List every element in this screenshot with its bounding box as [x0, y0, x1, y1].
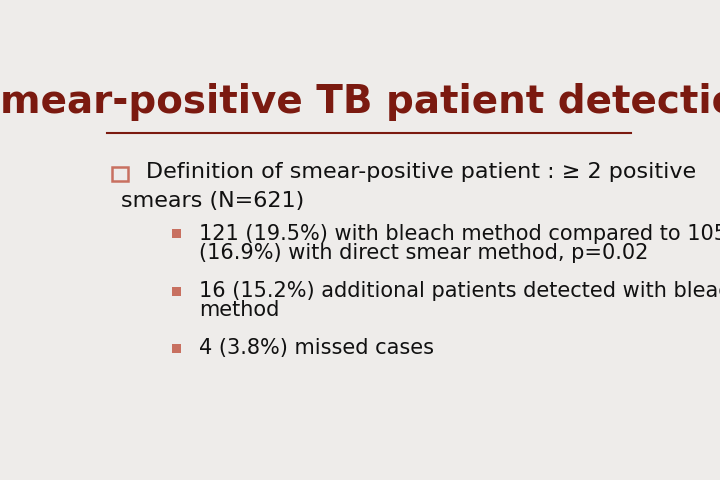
FancyBboxPatch shape: [172, 229, 181, 239]
FancyBboxPatch shape: [172, 287, 181, 296]
Text: method: method: [199, 300, 279, 321]
FancyBboxPatch shape: [172, 344, 181, 353]
Text: 121 (19.5%) with bleach method compared to 105: 121 (19.5%) with bleach method compared …: [199, 224, 720, 244]
Text: Definition of smear-positive patient : ≥ 2 positive: Definition of smear-positive patient : ≥…: [145, 162, 696, 182]
Text: Smear-positive TB patient detection: Smear-positive TB patient detection: [0, 84, 720, 121]
Text: (16.9%) with direct smear method, p=0.02: (16.9%) with direct smear method, p=0.02: [199, 243, 648, 263]
FancyBboxPatch shape: [112, 167, 128, 181]
Text: smears (N=621): smears (N=621): [121, 191, 304, 211]
Text: 4 (3.8%) missed cases: 4 (3.8%) missed cases: [199, 338, 434, 359]
Text: 16 (15.2%) additional patients detected with bleach: 16 (15.2%) additional patients detected …: [199, 281, 720, 301]
